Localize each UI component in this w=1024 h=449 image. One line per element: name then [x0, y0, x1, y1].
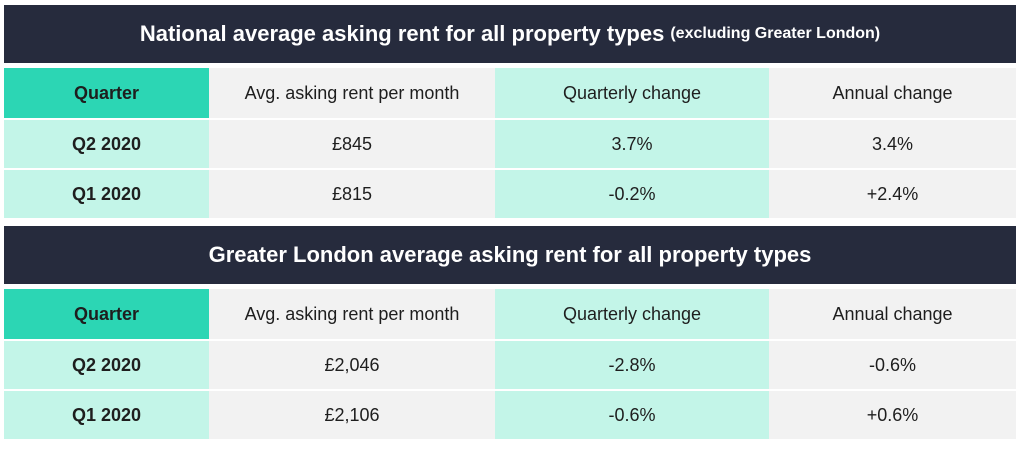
table-title: Greater London average asking rent for a…	[208, 242, 812, 267]
header-quarterly-change: Quarterly change	[495, 68, 769, 118]
annual-change-cell: +2.4%	[769, 168, 1016, 218]
quarterly-change-cell: 3.7%	[495, 118, 769, 168]
table-body: Quarter Avg. asking rent per month Quart…	[4, 289, 1016, 439]
national-rent-table: National average asking rent for all pro…	[4, 5, 1016, 218]
greater-london-rent-table: Greater London average asking rent for a…	[4, 226, 1016, 439]
avg-rent-cell: £815	[209, 168, 495, 218]
quarterly-change-cell: -0.6%	[495, 389, 769, 439]
quarterly-change-cell: -0.2%	[495, 168, 769, 218]
annual-change-cell: +0.6%	[769, 389, 1016, 439]
table-title: National average asking rent for all pro…	[139, 21, 665, 46]
header-quarter: Quarter	[4, 289, 209, 339]
header-quarter: Quarter	[4, 68, 209, 118]
quarter-cell: Q1 2020	[4, 168, 209, 218]
header-annual-change: Annual change	[769, 68, 1016, 118]
table-row: Q2 2020 £845 3.7% 3.4%	[4, 118, 1016, 168]
avg-rent-cell: £2,046	[209, 339, 495, 389]
header-row: Quarter Avg. asking rent per month Quart…	[4, 68, 1016, 118]
header-avg-rent: Avg. asking rent per month	[209, 289, 495, 339]
header-avg-rent: Avg. asking rent per month	[209, 68, 495, 118]
table-row: Q1 2020 £815 -0.2% +2.4%	[4, 168, 1016, 218]
header-quarterly-change: Quarterly change	[495, 289, 769, 339]
header-annual-change: Annual change	[769, 289, 1016, 339]
table-row: Q2 2020 £2,046 -2.8% -0.6%	[4, 339, 1016, 389]
avg-rent-cell: £2,106	[209, 389, 495, 439]
table-row: Q1 2020 £2,106 -0.6% +0.6%	[4, 389, 1016, 439]
table-title-bar: National average asking rent for all pro…	[4, 5, 1016, 63]
table-title-bar: Greater London average asking rent for a…	[4, 226, 1016, 284]
quarter-cell: Q2 2020	[4, 118, 209, 168]
quarter-cell: Q1 2020	[4, 389, 209, 439]
annual-change-cell: 3.4%	[769, 118, 1016, 168]
avg-rent-cell: £845	[209, 118, 495, 168]
annual-change-cell: -0.6%	[769, 339, 1016, 389]
table-body: Quarter Avg. asking rent per month Quart…	[4, 68, 1016, 218]
quarter-cell: Q2 2020	[4, 339, 209, 389]
table-subtitle: (excluding Greater London)	[670, 25, 881, 42]
header-row: Quarter Avg. asking rent per month Quart…	[4, 289, 1016, 339]
quarterly-change-cell: -2.8%	[495, 339, 769, 389]
